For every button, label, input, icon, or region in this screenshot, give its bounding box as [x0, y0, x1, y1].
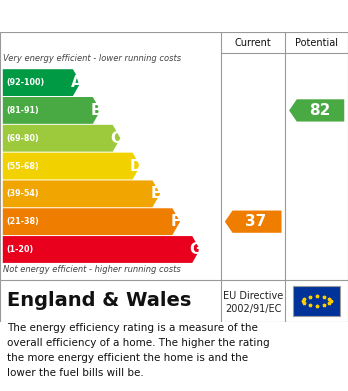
Text: A: A [71, 75, 82, 90]
Text: F: F [171, 214, 181, 229]
Text: (69-80): (69-80) [6, 134, 39, 143]
Text: (39-54): (39-54) [6, 189, 39, 198]
Polygon shape [3, 97, 101, 124]
FancyBboxPatch shape [293, 286, 340, 316]
Text: B: B [90, 103, 102, 118]
Text: Potential: Potential [295, 38, 338, 48]
Text: Current: Current [235, 38, 271, 48]
Text: (55-68): (55-68) [6, 161, 39, 170]
Text: Not energy efficient - higher running costs: Not energy efficient - higher running co… [3, 265, 181, 274]
Text: G: G [189, 242, 202, 257]
Text: E: E [151, 187, 161, 201]
Polygon shape [3, 69, 81, 96]
Text: 2002/91/EC: 2002/91/EC [225, 303, 281, 314]
Text: C: C [111, 131, 122, 146]
Polygon shape [3, 180, 160, 207]
Text: Energy Efficiency Rating: Energy Efficiency Rating [9, 9, 230, 23]
Polygon shape [3, 208, 180, 235]
Text: (92-100): (92-100) [6, 78, 45, 87]
Text: D: D [130, 158, 142, 174]
Text: Very energy efficient - lower running costs: Very energy efficient - lower running co… [3, 54, 182, 63]
Polygon shape [3, 236, 200, 263]
Text: (21-38): (21-38) [6, 217, 39, 226]
Text: 82: 82 [309, 103, 330, 118]
Polygon shape [3, 125, 120, 152]
Polygon shape [289, 99, 344, 122]
Text: 37: 37 [245, 214, 267, 229]
Text: The energy efficiency rating is a measure of the
overall efficiency of a home. T: The energy efficiency rating is a measur… [7, 323, 270, 378]
Text: (81-91): (81-91) [6, 106, 39, 115]
Polygon shape [225, 210, 282, 233]
Text: (1-20): (1-20) [6, 245, 33, 254]
Text: England & Wales: England & Wales [7, 292, 191, 310]
Polygon shape [3, 152, 140, 179]
Text: EU Directive: EU Directive [223, 291, 283, 301]
